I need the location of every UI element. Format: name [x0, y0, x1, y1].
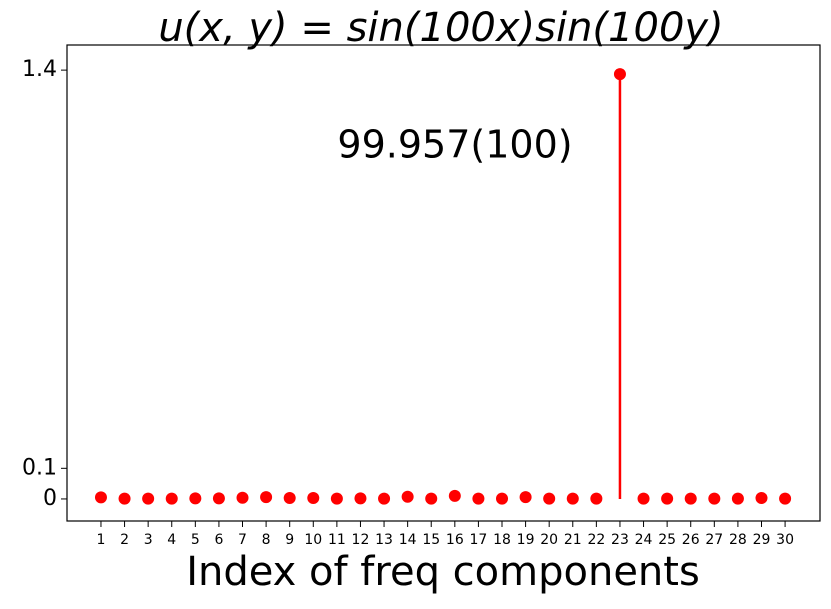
x-tick-label: 7: [238, 532, 247, 548]
y-tick-label: 0.1: [22, 455, 57, 480]
stem-marker: [165, 492, 178, 505]
x-tick-label: 5: [191, 532, 200, 548]
stem-marker: [566, 492, 579, 505]
stem-marker: [448, 489, 461, 502]
stem-marker: [543, 492, 556, 505]
stem-marker: [519, 491, 532, 504]
stem-marker: [779, 492, 792, 505]
x-tick-label: 22: [587, 532, 605, 548]
x-tick-label: 11: [328, 532, 346, 548]
x-tick-label: 15: [422, 532, 440, 548]
x-tick-label: 23: [611, 532, 629, 548]
stem-marker: [283, 492, 296, 505]
x-tick-label: 17: [469, 532, 487, 548]
stem-marker: [661, 492, 674, 505]
x-tick-label: 18: [493, 532, 511, 548]
x-tick-label: 8: [262, 532, 271, 548]
x-tick-label: 29: [753, 532, 771, 548]
plot-frame: [66, 44, 821, 522]
stem-marker: [189, 492, 202, 505]
stem-marker: [378, 492, 391, 505]
stem-marker: [212, 492, 225, 505]
y-tick-label: 0: [43, 486, 57, 511]
stem-marker: [307, 492, 320, 505]
x-tick-label: 14: [399, 532, 417, 548]
stem-marker: [260, 491, 273, 504]
x-tick-label: 25: [658, 532, 676, 548]
stem-marker: [496, 492, 509, 505]
stem-marker: [425, 492, 438, 505]
x-tick-label: 28: [729, 532, 747, 548]
stem-marker: [708, 492, 721, 505]
stem-marker: [354, 492, 367, 505]
x-tick-label: 27: [705, 532, 723, 548]
stem-marker: [401, 490, 414, 503]
stem-marker: [236, 491, 249, 504]
x-tick-label: 26: [682, 532, 700, 548]
stem-marker: [94, 491, 107, 504]
stem-marker: [613, 68, 626, 81]
x-axis-label: Index of freq components: [186, 549, 700, 595]
annotation: 99.957(100): [337, 123, 572, 167]
x-tick-label: 13: [375, 532, 393, 548]
stem-marker: [637, 492, 650, 505]
x-tick-label: 6: [214, 532, 223, 548]
x-tick-label: 20: [540, 532, 558, 548]
x-tick-label: 12: [352, 532, 370, 548]
x-tick-label: 16: [446, 532, 464, 548]
x-tick-label: 10: [304, 532, 322, 548]
stem-marker: [142, 492, 155, 505]
x-tick-label: 3: [144, 532, 153, 548]
y-tick-label: 1.4: [22, 57, 57, 82]
x-tick-label: 4: [167, 532, 176, 548]
chart-title: u(x, y) = sin(100x)sin(100y): [158, 5, 723, 51]
x-tick-label: 30: [776, 532, 794, 548]
x-tick-label: 21: [564, 532, 582, 548]
x-tick-label: 1: [97, 532, 106, 548]
stem-marker: [590, 492, 603, 505]
x-tick-label: 2: [120, 532, 129, 548]
stem-marker: [118, 492, 131, 505]
x-tick-label: 24: [635, 532, 653, 548]
stem-marker: [330, 492, 343, 505]
x-tick-label: 9: [285, 532, 294, 548]
stem-marker: [755, 492, 768, 505]
stem-marker: [472, 492, 485, 505]
stem-marker: [731, 492, 744, 505]
x-tick-label: 19: [517, 532, 535, 548]
stem-marker: [684, 492, 697, 505]
